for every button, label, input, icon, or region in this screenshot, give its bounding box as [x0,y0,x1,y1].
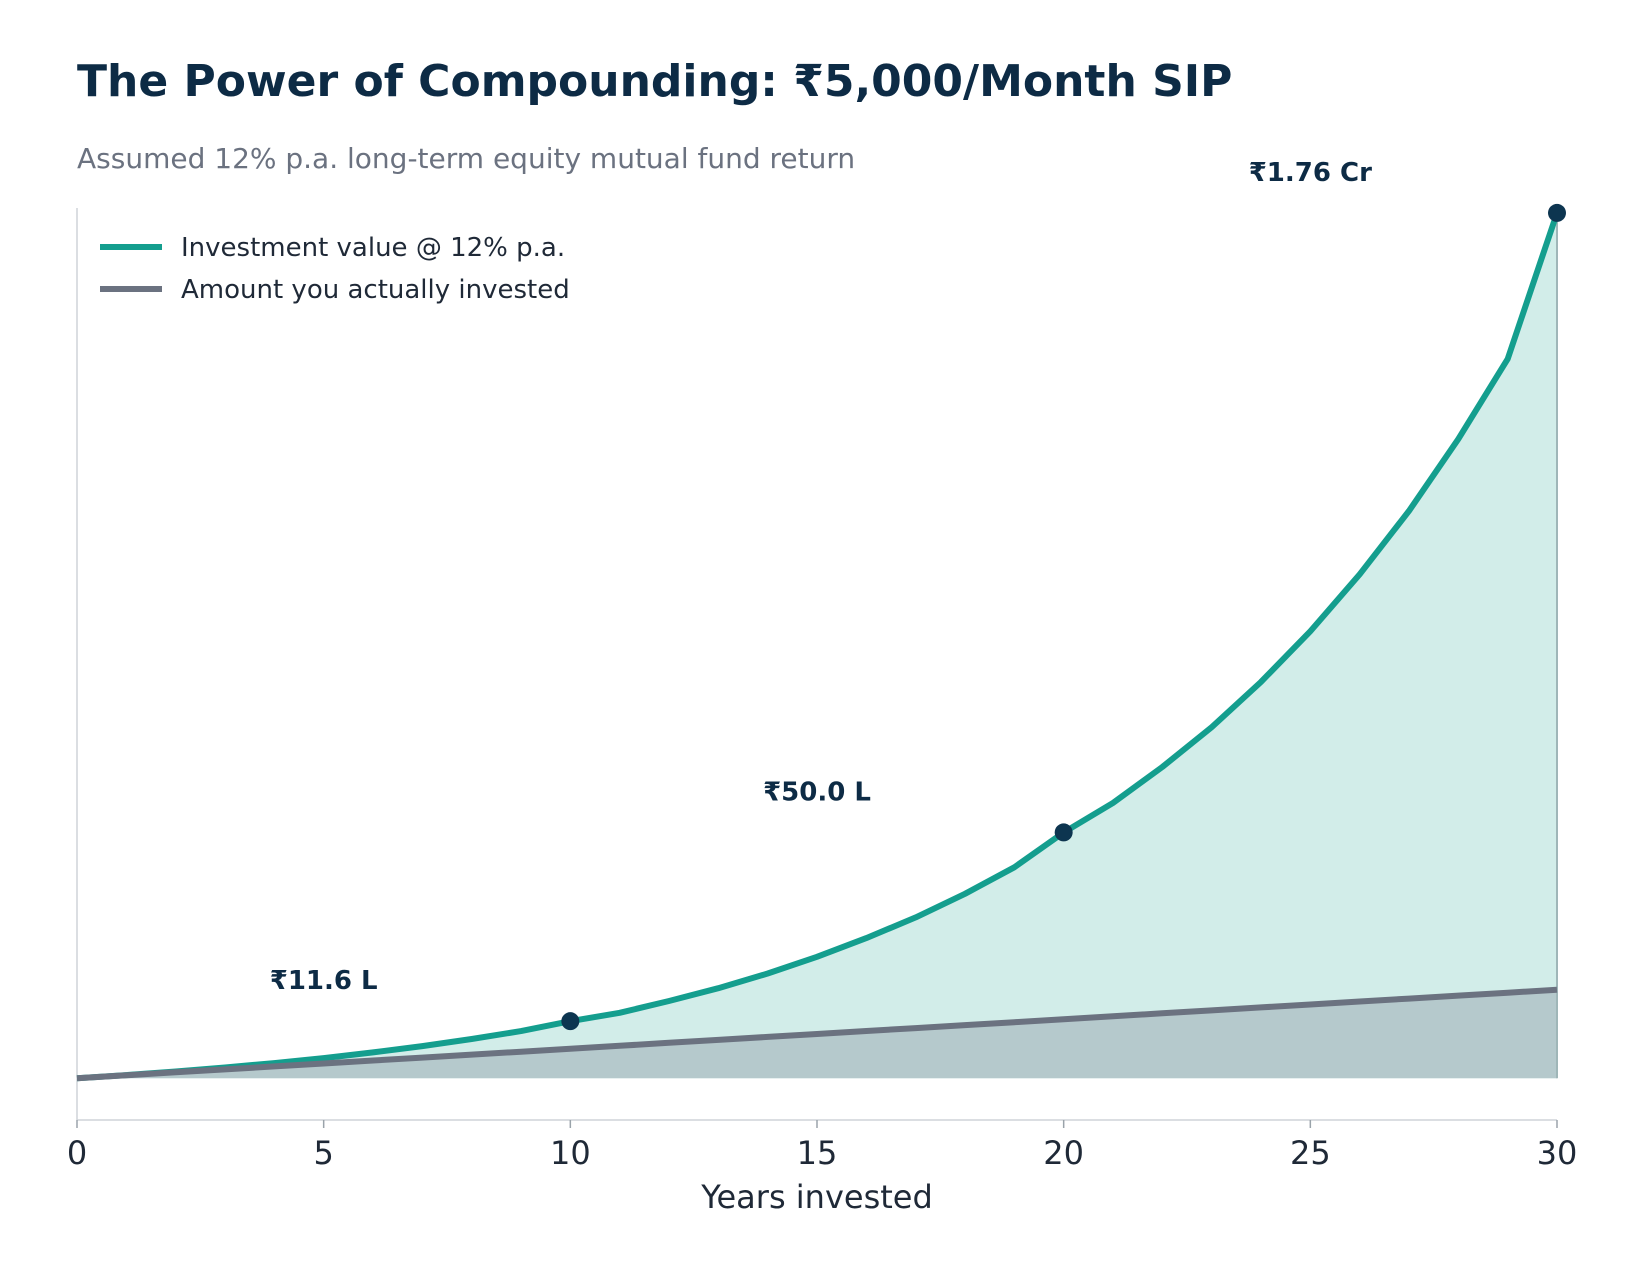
milestone-markers [561,203,1566,1031]
milestone-label: ₹11.6 L [270,966,378,996]
x-tick-label: 0 [67,1134,87,1172]
x-tick-label: 15 [797,1134,838,1172]
x-axis-label: Years invested [700,1178,933,1216]
invested-area-fill [77,989,1557,1079]
chart-title: The Power of Compounding: ₹5,000/Month S… [77,56,1233,107]
milestone-marker [1548,203,1566,222]
legend: Investment value @ 12% p.a. Amount you a… [100,233,570,305]
milestone-label: ₹1.76 Cr [1249,158,1372,188]
legend-label-value: Investment value @ 12% p.a. [181,233,565,263]
x-tick-label: 25 [1290,1134,1331,1172]
x-tick-label: 30 [1537,1134,1578,1172]
x-axis-ticks: 0 5 10 15 20 25 30 [67,1120,1578,1172]
milestone-labels: ₹11.6 L ₹50.0 L ₹1.76 Cr [270,158,1372,996]
x-tick-label: 20 [1043,1134,1084,1172]
investment-value-line [76,211,1560,1082]
x-tick-label: 10 [550,1134,591,1172]
legend-label-invested: Amount you actually invested [181,275,570,305]
value-area-fill [77,212,1557,1079]
chart-subtitle: Assumed 12% p.a. long-term equity mutual… [77,142,856,175]
milestone-label: ₹50.0 L [763,777,871,807]
milestone-marker [1054,823,1073,842]
amount-invested-line [76,986,1558,1082]
x-tick-label: 5 [313,1134,333,1172]
milestone-marker [561,1012,580,1031]
